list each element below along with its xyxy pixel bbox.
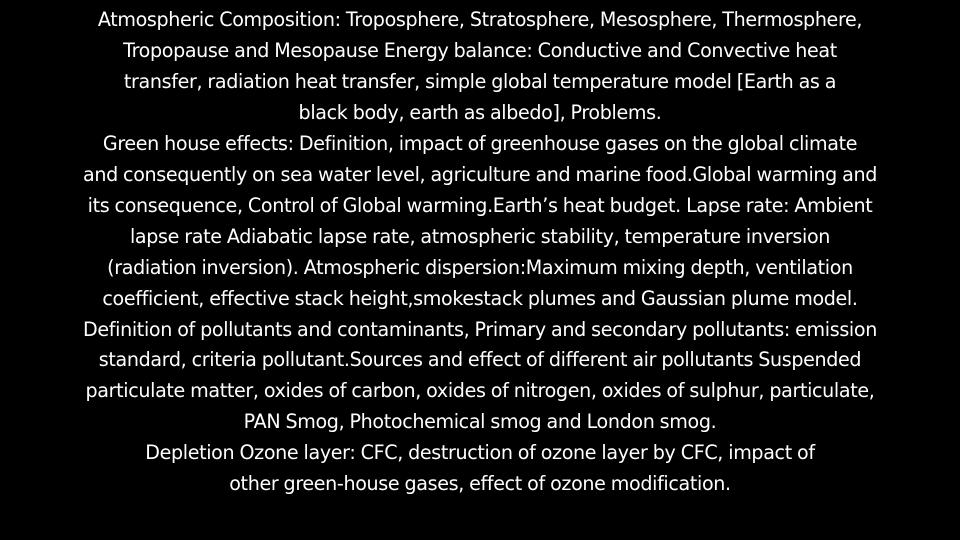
text-line: and consequently on sea water level, agr… <box>82 162 878 186</box>
text-line: standard, criteria pollutant.Sources and… <box>98 348 862 372</box>
text-line: Depletion Ozone layer: CFC, destruction … <box>145 441 815 465</box>
text-line: PAN Smog, Photochemical smog and London … <box>243 410 717 434</box>
text-line: (radiation inversion). Atmospheric dispe… <box>107 255 853 279</box>
text-line: transfer, radiation heat transfer, simpl… <box>123 69 837 93</box>
text-line: lapse rate Adiabatic lapse rate, atmosph… <box>129 224 831 248</box>
text-line: Tropopause and Mesopause Energy balance:… <box>123 38 837 62</box>
text-line: its consequence, Control of Global warmi… <box>87 193 873 217</box>
syllabus-text: Atmospheric Composition: Troposphere, St… <box>0 5 960 500</box>
text-line: Definition of pollutants and contaminant… <box>83 317 877 341</box>
text-line: other green-house gases, effect of ozone… <box>229 472 731 496</box>
text-line: Atmospheric Composition: Troposphere, St… <box>97 8 863 31</box>
text-line: black body, earth as albedo], Problems. <box>298 100 662 124</box>
text-line: Green house effects: Definition, impact … <box>102 131 858 155</box>
text-line: particulate matter, oxides of carbon, ox… <box>85 379 875 403</box>
text-line: coefficient, effective stack height,smok… <box>102 286 858 310</box>
